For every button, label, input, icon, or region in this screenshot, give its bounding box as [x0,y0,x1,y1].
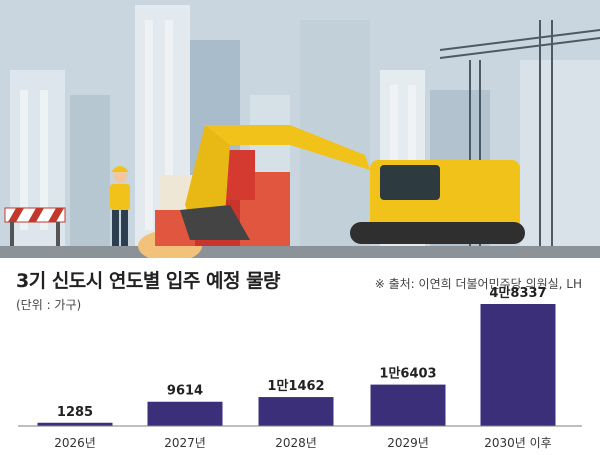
bar-value-label-4: 1만6403 [379,366,436,382]
construction-illustration [0,0,600,258]
chart-unit: (단위 : 가구) [16,298,82,312]
bar-value-label-2: 9614 [167,384,203,399]
barrier [4,207,66,246]
bar-2 [147,401,223,426]
bar-value-label-5: 4만8337 [489,285,546,301]
bar-1 [37,422,113,426]
category-label-4: 2029년 [387,436,429,450]
chart-source: ※ 출처: 이연희 더불어민주당 의원실, LH [374,277,582,291]
construction-worker [110,166,130,246]
category-label-5: 2030년 이후 [484,436,551,450]
bar-value-label-1: 1285 [57,405,93,420]
category-label-1: 2026년 [54,436,96,450]
bar-value-label-3: 1만1462 [267,378,324,394]
bar-3 [258,397,334,426]
excavator [180,125,525,244]
bar-5 [480,304,556,426]
chart-title: 3기 신도시 연도별 입주 예정 물량 [16,270,281,292]
bar-4 [370,384,446,426]
category-label-3: 2028년 [275,436,317,450]
category-label-2: 2027년 [164,436,206,450]
